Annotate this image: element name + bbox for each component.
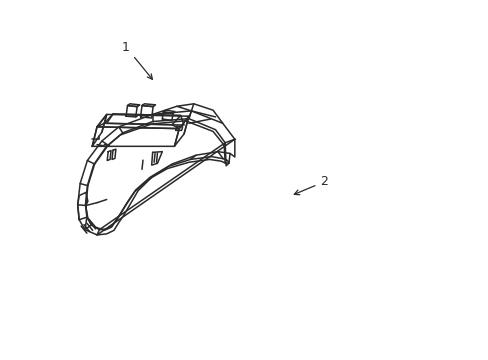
- Text: 1: 1: [122, 41, 152, 79]
- Text: 2: 2: [294, 175, 327, 195]
